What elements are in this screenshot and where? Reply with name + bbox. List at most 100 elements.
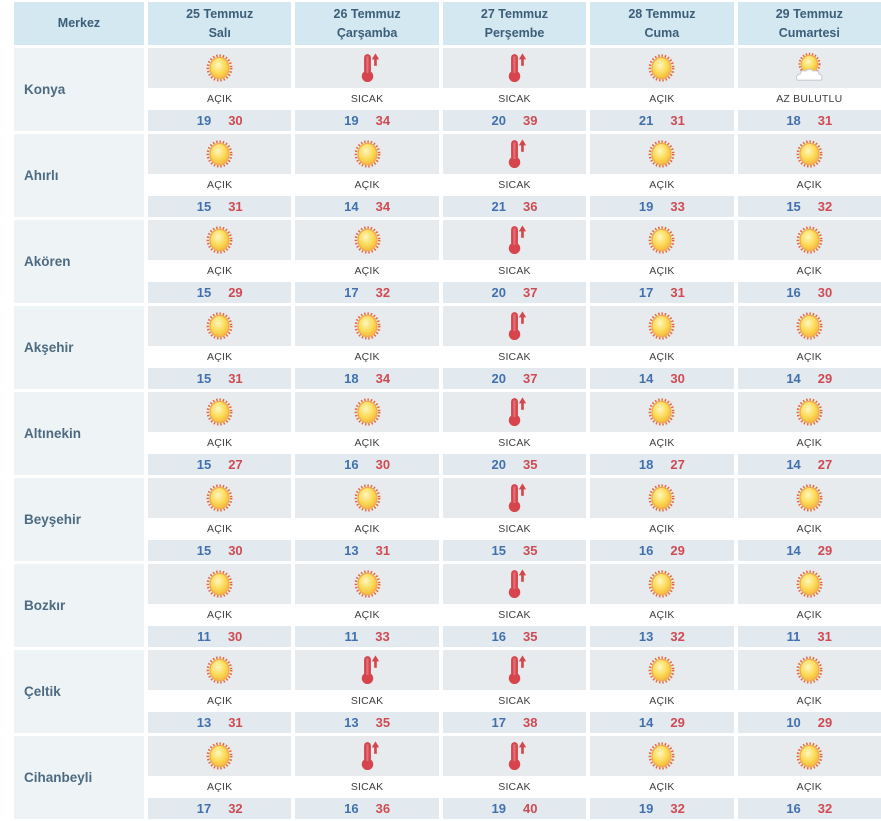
forecast-cell: AÇIK 19 32 [590, 736, 734, 819]
temperature-row: 15 31 [148, 368, 292, 389]
sun-icon [796, 398, 823, 426]
temperature-row: 20 37 [442, 368, 587, 389]
column-header-day: 26 Temmuz Çarşamba [295, 2, 439, 45]
temperature-row: 19 40 [442, 798, 587, 819]
min-temp: 21 [491, 199, 506, 214]
weather-icon-box [737, 134, 881, 174]
weather-icon-box [590, 650, 734, 690]
min-temp: 14 [638, 715, 654, 730]
min-temp: 11 [197, 629, 211, 644]
header-weekday: Cumartesi [778, 25, 840, 40]
max-temp: 35 [522, 543, 538, 558]
forecast-cell: AÇIK 10 29 [737, 650, 881, 733]
weather-icon-box [737, 220, 881, 260]
header-date: 27 Temmuz [480, 6, 549, 21]
sun-icon [648, 312, 675, 340]
forecast-cell: AÇIK 14 29 [737, 306, 881, 389]
temperature-row: 15 27 [148, 454, 292, 475]
max-temp: 27 [817, 457, 833, 472]
forecast-cell: AÇIK 14 34 [295, 134, 439, 217]
forecast-cell: AÇIK 14 30 [590, 306, 734, 389]
hot-thermometer-icon [508, 741, 527, 771]
max-temp: 31 [228, 715, 243, 730]
min-temp: 14 [344, 199, 359, 214]
sun-icon [796, 570, 823, 598]
condition-label: AÇIK [148, 432, 292, 454]
header-weekday: Salı [208, 25, 231, 40]
city-cell: Çeltik [14, 650, 144, 733]
weather-icon-box [295, 478, 439, 518]
weather-icon-box [295, 736, 439, 776]
condition-label: AÇIK [737, 776, 881, 798]
forecast-cell: AÇIK 13 31 [295, 478, 439, 561]
weather-icon-box [295, 392, 439, 432]
max-temp: 35 [522, 457, 538, 472]
min-temp: 17 [638, 285, 654, 300]
condition-label: AÇIK [737, 174, 881, 196]
condition-label: AÇIK [590, 346, 734, 368]
city-name: Altınekin [24, 426, 82, 441]
weather-icon-box [737, 650, 881, 690]
min-temp: 19 [638, 199, 654, 214]
temperature-row: 13 35 [295, 712, 439, 733]
condition-label: AÇIK [295, 174, 439, 196]
max-temp: 32 [375, 285, 391, 300]
weather-icon-box [148, 48, 292, 88]
sun-icon [796, 226, 823, 254]
header-weekday: Çarşamba [336, 25, 398, 40]
forecast-cell: AÇIK 17 32 [148, 736, 292, 819]
max-temp: 31 [228, 199, 243, 214]
forecast-cell: SICAK 16 35 [442, 564, 587, 647]
sun-icon [648, 54, 675, 82]
forecast-cell: AÇIK 15 32 [737, 134, 881, 217]
forecast-cell: SICAK 21 36 [442, 134, 587, 217]
temperature-row: 19 32 [590, 798, 734, 819]
condition-label: SICAK [442, 518, 587, 540]
sun-icon [796, 656, 823, 684]
max-temp: 30 [228, 543, 243, 558]
forecast-cell: AÇIK 15 31 [148, 306, 292, 389]
hot-thermometer-icon [508, 311, 527, 341]
temperature-row: 10 29 [737, 712, 881, 733]
forecast-cell: AZ BULUTLU 18 31 [737, 48, 881, 131]
min-temp: 15 [196, 457, 212, 472]
max-temp: 31 [670, 285, 685, 300]
header-weekday: Perşembe [484, 25, 545, 40]
temperature-row: 18 27 [590, 454, 734, 475]
weather-icon-box [590, 564, 734, 604]
min-temp: 17 [491, 715, 506, 730]
forecast-cell: AÇIK 18 34 [295, 306, 439, 389]
temperature-row: 16 30 [295, 454, 439, 475]
sun-icon [648, 570, 675, 598]
city-cell: Beyşehir [14, 478, 144, 561]
max-temp: 29 [670, 715, 685, 730]
condition-label: AÇIK [590, 174, 734, 196]
max-temp: 32 [670, 801, 685, 816]
temperature-row: 14 29 [737, 540, 881, 561]
max-temp: 35 [375, 715, 391, 730]
forecast-cell: AÇIK 14 27 [737, 392, 881, 475]
sun-icon [206, 656, 233, 684]
column-header-day: 27 Temmuz Perşembe [442, 2, 587, 45]
condition-label: SICAK [442, 432, 587, 454]
min-temp: 16 [491, 629, 506, 644]
max-temp: 31 [375, 543, 391, 558]
weather-icon-box [442, 306, 587, 346]
hot-thermometer-icon [508, 483, 527, 513]
max-temp: 30 [670, 371, 685, 386]
city-cell: Bozkır [14, 564, 144, 647]
weather-icon-box [148, 220, 292, 260]
header-date: 25 Temmuz [186, 6, 254, 21]
sun-icon [354, 484, 381, 512]
temperature-row: 20 39 [442, 110, 587, 131]
forecast-cell: AÇIK 11 31 [737, 564, 881, 647]
max-temp: 27 [670, 457, 685, 472]
min-temp: 14 [638, 371, 654, 386]
weather-icon-box [442, 478, 587, 518]
weather-icon-box [737, 392, 881, 432]
forecast-cell: SICAK 20 37 [442, 220, 587, 303]
min-temp: 15 [491, 543, 506, 558]
min-temp: 10 [786, 715, 801, 730]
condition-label: AÇIK [737, 690, 881, 712]
max-temp: 35 [522, 629, 538, 644]
